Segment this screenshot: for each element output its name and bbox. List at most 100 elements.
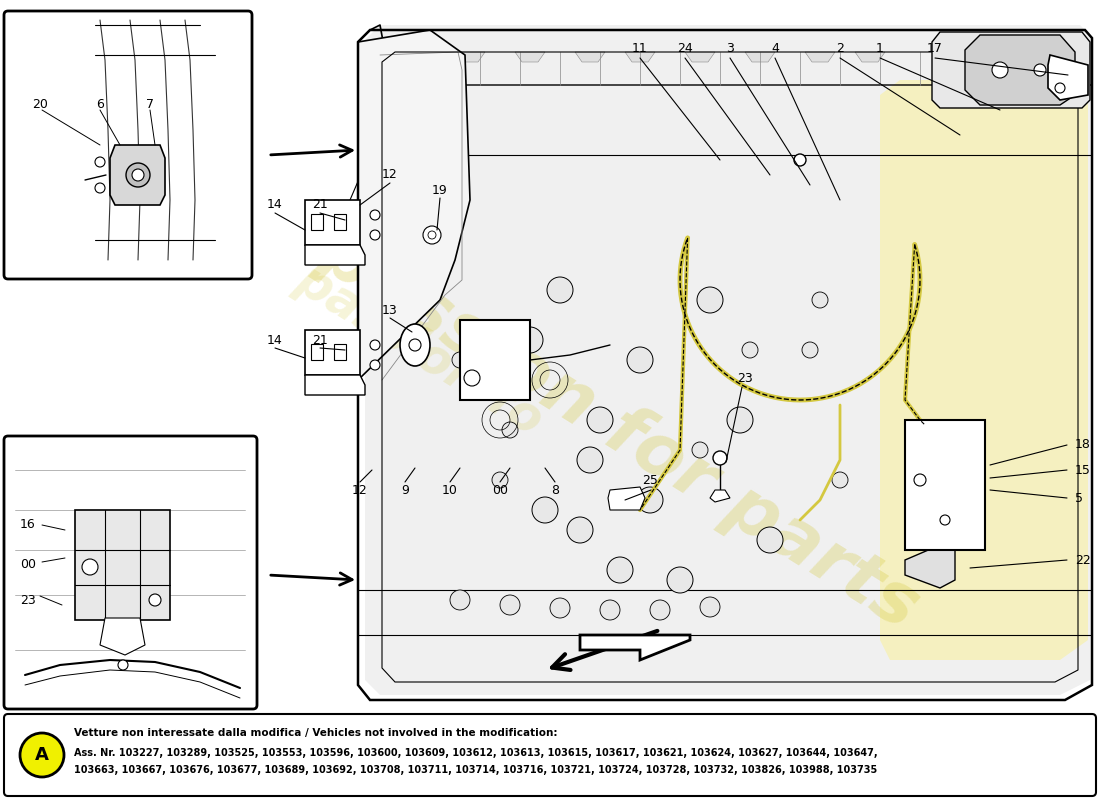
Polygon shape [745, 52, 776, 62]
Bar [334, 344, 346, 360]
Text: 1: 1 [876, 42, 884, 54]
Circle shape [547, 277, 573, 303]
Polygon shape [710, 490, 730, 502]
Text: 17: 17 [927, 42, 943, 54]
Polygon shape [965, 35, 1075, 105]
Bar [460, 320, 530, 400]
Text: 6: 6 [96, 98, 103, 111]
Circle shape [914, 474, 926, 486]
Text: 13: 13 [382, 303, 398, 317]
Text: 14: 14 [267, 198, 283, 211]
Polygon shape [805, 52, 835, 62]
Circle shape [812, 292, 828, 308]
Circle shape [832, 472, 848, 488]
Circle shape [409, 339, 421, 351]
Text: 10: 10 [442, 483, 458, 497]
Circle shape [370, 230, 379, 240]
Circle shape [424, 226, 441, 244]
Bar [334, 214, 346, 230]
Circle shape [132, 169, 144, 181]
Circle shape [700, 597, 720, 617]
Circle shape [370, 340, 379, 350]
Circle shape [587, 407, 613, 433]
Polygon shape [305, 375, 365, 395]
Text: A: A [35, 746, 48, 764]
Text: 14: 14 [267, 334, 283, 346]
Text: 12: 12 [382, 169, 398, 182]
Text: Vetture non interessate dalla modifica / Vehicles not involved in the modificati: Vetture non interessate dalla modifica /… [74, 728, 558, 738]
Circle shape [492, 472, 508, 488]
Circle shape [82, 559, 98, 575]
Text: 20: 20 [32, 98, 48, 111]
Polygon shape [905, 545, 955, 588]
Text: 24: 24 [678, 42, 693, 54]
Text: 16: 16 [20, 518, 36, 531]
Circle shape [667, 567, 693, 593]
Circle shape [650, 600, 670, 620]
Text: Ass. Nr. 103227, 103289, 103525, 103553, 103596, 103600, 103609, 103612, 103613,: Ass. Nr. 103227, 103289, 103525, 103553,… [74, 748, 878, 758]
Polygon shape [608, 487, 645, 510]
Polygon shape [625, 52, 654, 62]
Bar [305, 330, 360, 375]
Circle shape [757, 527, 783, 553]
Text: passion fo: passion fo [288, 255, 552, 445]
Text: 00: 00 [20, 558, 36, 571]
Polygon shape [575, 52, 605, 62]
Circle shape [500, 595, 520, 615]
Circle shape [1055, 83, 1065, 93]
Circle shape [607, 557, 632, 583]
Polygon shape [685, 52, 715, 62]
Circle shape [95, 183, 104, 193]
Circle shape [992, 62, 1008, 78]
Text: 19: 19 [432, 183, 448, 197]
Bar [305, 200, 360, 245]
Circle shape [95, 157, 104, 167]
Circle shape [627, 347, 653, 373]
Polygon shape [580, 635, 690, 660]
Polygon shape [358, 30, 470, 380]
Text: 9: 9 [402, 483, 409, 497]
Polygon shape [110, 145, 165, 205]
Bar [75, 510, 170, 620]
Text: 21: 21 [312, 334, 328, 346]
Circle shape [692, 442, 708, 458]
Circle shape [118, 660, 128, 670]
Polygon shape [515, 52, 544, 62]
Circle shape [727, 407, 754, 433]
Text: 00: 00 [492, 483, 508, 497]
Polygon shape [855, 52, 886, 62]
Circle shape [502, 422, 518, 438]
Text: 18: 18 [1075, 438, 1091, 451]
Text: 12: 12 [352, 483, 367, 497]
Circle shape [566, 517, 593, 543]
Text: 23: 23 [737, 371, 752, 385]
Text: passion for parts: passion for parts [308, 217, 932, 643]
FancyBboxPatch shape [4, 11, 252, 279]
FancyBboxPatch shape [4, 714, 1096, 796]
Circle shape [370, 360, 379, 370]
Polygon shape [305, 245, 365, 265]
Circle shape [452, 352, 468, 368]
Ellipse shape [400, 324, 430, 366]
Text: 4: 4 [771, 42, 779, 54]
Text: 5: 5 [1075, 491, 1084, 505]
Text: 15: 15 [1075, 463, 1091, 477]
Circle shape [637, 487, 663, 513]
Circle shape [578, 447, 603, 473]
Circle shape [940, 515, 950, 525]
Circle shape [532, 497, 558, 523]
Text: 23: 23 [20, 594, 36, 606]
Circle shape [20, 733, 64, 777]
Circle shape [370, 210, 379, 220]
Circle shape [517, 327, 543, 353]
Circle shape [148, 594, 161, 606]
Circle shape [802, 342, 818, 358]
Text: 25: 25 [642, 474, 658, 486]
Circle shape [1034, 64, 1046, 76]
Polygon shape [880, 80, 1088, 660]
Text: 103663, 103667, 103676, 103677, 103689, 103692, 103708, 103711, 103714, 103716, : 103663, 103667, 103676, 103677, 103689, … [74, 765, 878, 775]
Polygon shape [1048, 55, 1088, 100]
Text: 8: 8 [551, 483, 559, 497]
Polygon shape [932, 32, 1090, 108]
Circle shape [600, 600, 620, 620]
